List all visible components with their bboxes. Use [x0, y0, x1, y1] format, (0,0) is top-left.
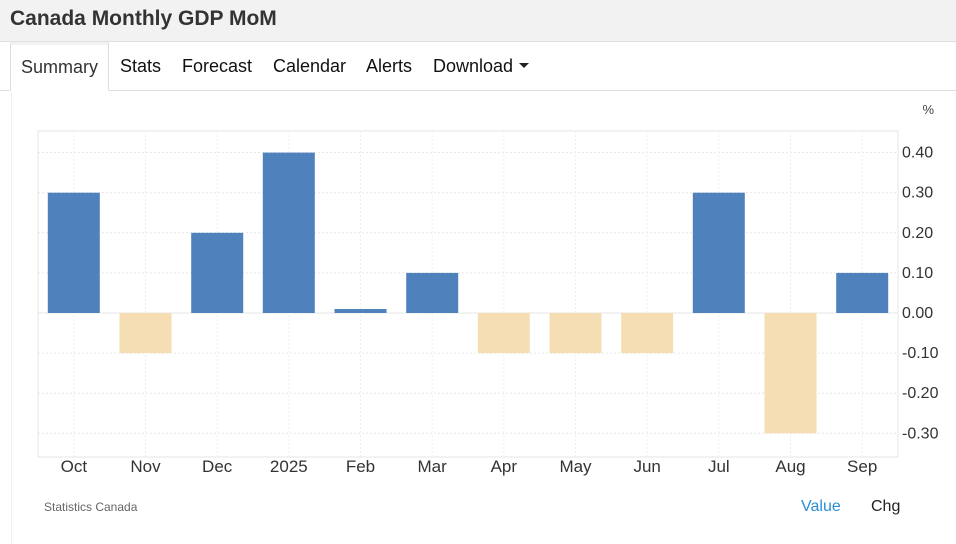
x-tick-label: May [559, 457, 592, 476]
bar-aug [764, 313, 817, 434]
x-tick-label: Sep [847, 457, 877, 476]
y-tick-label: 0.00 [902, 305, 933, 322]
page-header: Canada Monthly GDP MoM [0, 0, 956, 42]
x-tick-label: Oct [61, 457, 88, 476]
tab-alerts[interactable]: Alerts [366, 56, 413, 76]
x-tick-label: 2025 [270, 457, 308, 476]
bar-dec [191, 232, 244, 313]
bar-apr [477, 313, 530, 354]
page-title: Canada Monthly GDP MoM [10, 7, 277, 30]
bar-nov [119, 313, 172, 354]
chart-grid [37, 130, 899, 458]
tab-stats[interactable]: Stats [120, 56, 162, 76]
x-tick-label: Nov [130, 457, 161, 476]
y-axis-unit: % [922, 102, 934, 117]
bar-sep [836, 272, 889, 313]
bar-oct [47, 192, 100, 313]
bar-feb [334, 309, 387, 313]
data-source: Statistics Canada [44, 500, 138, 514]
x-tick-label: Feb [346, 457, 375, 476]
x-tick-label: Jul [708, 457, 730, 476]
chg-toggle-link[interactable]: Chg [871, 498, 901, 515]
tab-bar: Summary Stats Forecast Calendar Alerts D… [0, 42, 956, 91]
value-toggle-link[interactable]: Value [801, 498, 841, 515]
panel-left-border [11, 91, 12, 544]
tab-summary[interactable]: Summary [10, 42, 109, 91]
y-tick-label: 0.30 [902, 185, 933, 202]
y-tick-label: 0.40 [902, 145, 933, 162]
y-axis-labels: 0.40 0.30 0.20 0.10 0.00 -0.10 -0.20 -0.30 [902, 145, 939, 443]
tab-download[interactable]: Download [433, 42, 530, 91]
chart-bars [47, 152, 889, 434]
plot-frame [37, 130, 899, 458]
x-tick-label: Mar [418, 457, 448, 476]
x-axis-labels: Oct Nov Dec 2025 Feb Mar Apr May Jun Jul Aug Sep [61, 457, 878, 476]
bar-2025 [262, 152, 315, 313]
x-tick-label: Jun [633, 457, 660, 476]
y-tick-label: 0.10 [902, 265, 933, 282]
tab-calendar[interactable]: Calendar [273, 56, 347, 76]
y-tick-label: 0.20 [902, 225, 933, 242]
bar-may [549, 313, 602, 354]
y-tick-label: -0.30 [902, 425, 939, 442]
tab-forecast[interactable]: Forecast [182, 56, 253, 76]
x-tick-label: Apr [491, 457, 518, 476]
caret-down-icon [519, 63, 530, 69]
y-tick-label: -0.20 [902, 385, 939, 402]
y-tick-label: -0.10 [902, 345, 939, 362]
bar-jul [692, 192, 745, 313]
x-tick-label: Aug [775, 457, 805, 476]
bar-mar [406, 272, 459, 313]
tab-download-label: Download [433, 56, 514, 76]
x-tick-label: Dec [202, 457, 233, 476]
gdp-bar-chart: Oct Nov Dec 2025 Feb Mar Apr May Jun Jul Aug Sep 0.… [37, 102, 939, 476]
bar-jun [621, 313, 674, 354]
